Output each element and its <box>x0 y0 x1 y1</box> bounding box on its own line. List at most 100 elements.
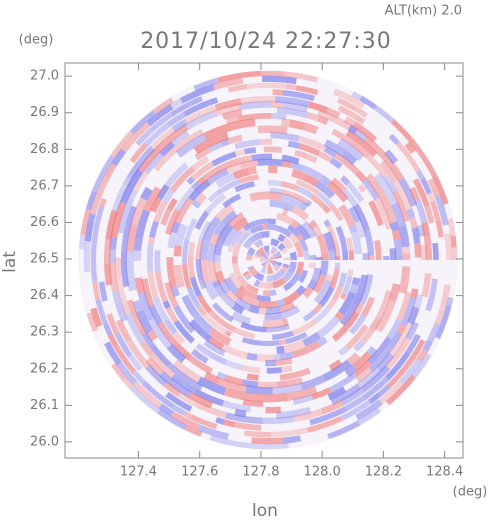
echo-cell <box>227 244 235 253</box>
echo-cell <box>241 364 261 374</box>
echo-cell <box>256 248 264 256</box>
echo-cell <box>295 233 304 242</box>
echo-cell <box>222 285 232 295</box>
echo-cell <box>222 400 252 413</box>
echo-cell <box>96 205 105 217</box>
echo-cell <box>272 330 294 341</box>
echo-cell <box>202 122 233 141</box>
echo-cell <box>162 188 175 203</box>
echo-cell <box>197 424 229 440</box>
echo-cell <box>237 112 272 122</box>
echo-cell <box>126 272 137 292</box>
echo-cell <box>414 243 422 258</box>
echo-cell <box>257 125 288 135</box>
echo-cell <box>111 183 129 212</box>
echo-cell <box>199 259 212 284</box>
echo-cell <box>300 374 326 391</box>
echo-cell <box>347 124 358 135</box>
echo-cell <box>239 159 259 170</box>
echo-cell <box>411 227 421 244</box>
echo-cell <box>122 377 134 390</box>
echo-cell <box>223 374 244 386</box>
echo-cell <box>301 172 319 187</box>
echo-cell <box>187 256 196 278</box>
echo-cell <box>263 260 269 268</box>
echo-cell <box>302 122 319 135</box>
echo-cell <box>127 354 143 372</box>
echo-cell <box>141 332 155 349</box>
echo-cell <box>234 181 255 193</box>
echo-cell <box>277 233 286 243</box>
echo-cell <box>281 276 288 284</box>
echo-cell <box>191 155 210 171</box>
echo-cell <box>158 403 174 417</box>
echo-cell <box>189 276 202 298</box>
echo-cell <box>188 319 213 342</box>
echo-cell <box>238 285 246 293</box>
echo-cell <box>276 212 295 226</box>
echo-cell <box>202 312 228 335</box>
echo-cell <box>206 167 229 185</box>
echo-cell <box>246 352 258 361</box>
echo-cell <box>316 233 329 255</box>
echo-cell <box>111 354 123 366</box>
echo-cell <box>191 311 214 334</box>
echo-cell <box>98 281 108 302</box>
echo-cell <box>113 344 137 374</box>
echo-cell <box>245 283 259 295</box>
echo-cell <box>157 321 180 348</box>
echo-cell <box>273 263 281 269</box>
echo-cell <box>165 208 181 236</box>
echo-cell <box>268 254 275 261</box>
echo-cell <box>393 239 402 247</box>
echo-cell <box>267 266 274 275</box>
echo-cell <box>345 129 378 158</box>
echo-cell <box>230 118 256 131</box>
echo-cell <box>276 406 312 419</box>
echo-cell <box>394 245 403 256</box>
echo-cell <box>119 168 144 204</box>
echo-cell <box>291 168 305 180</box>
echo-cell <box>211 280 221 289</box>
echo-cell <box>190 348 209 364</box>
echo-cell <box>419 244 428 261</box>
echo-cell <box>368 316 382 333</box>
echo-cell <box>421 221 431 237</box>
echo-cell <box>281 248 289 254</box>
echo-cell <box>410 288 419 299</box>
echo-cell <box>169 95 203 117</box>
echo-cell <box>105 209 119 240</box>
echo-cell <box>146 103 174 127</box>
echo-cell <box>95 299 109 326</box>
echo-cell <box>214 98 242 111</box>
echo-cell <box>186 287 201 308</box>
echo-cell <box>173 264 186 289</box>
echo-cell <box>334 262 341 270</box>
echo-cell <box>398 266 411 294</box>
echo-cell <box>216 371 227 381</box>
echo-cell <box>174 186 196 212</box>
echo-cell <box>150 344 172 368</box>
echo-cell <box>344 395 366 412</box>
echo-cell <box>143 186 162 213</box>
echo-cell <box>146 329 158 342</box>
echo-cell <box>339 310 360 335</box>
echo-cell <box>340 399 372 421</box>
echo-cell <box>213 262 222 273</box>
echo-cell <box>194 146 212 161</box>
echo-cell <box>288 119 306 131</box>
echo-cell <box>390 202 407 228</box>
echo-cell <box>331 128 353 145</box>
echo-cell <box>346 237 354 252</box>
echo-cell <box>375 289 393 320</box>
echo-cell <box>327 420 360 440</box>
echo-cell <box>388 331 403 349</box>
echo-cell <box>386 319 402 340</box>
echo-cell <box>114 332 133 358</box>
echo-cell <box>262 415 295 425</box>
echo-cell <box>148 352 176 379</box>
echo-cell <box>195 240 204 260</box>
echo-cell <box>305 199 313 207</box>
echo-cell <box>239 174 259 184</box>
echo-cell <box>270 427 309 438</box>
